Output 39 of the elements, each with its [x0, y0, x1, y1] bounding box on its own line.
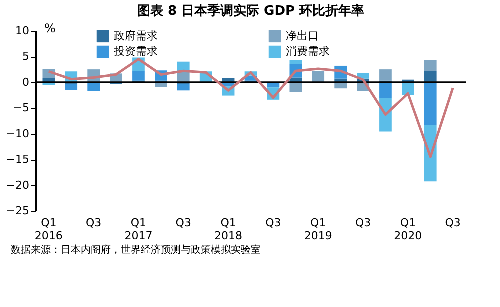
y-tick-label: 5: [22, 50, 30, 64]
y-tick-label: −25: [6, 204, 30, 218]
bar: [88, 82, 100, 92]
bar: [177, 84, 190, 91]
x-tick-label: Q3: [266, 216, 282, 230]
x-tick-label: Q1 2020: [394, 216, 422, 242]
chart-title: 图表 8 日本季调实际 GDP 环比折年率: [137, 3, 365, 19]
bar: [424, 71, 437, 82]
bar: [290, 60, 302, 64]
bar: [424, 82, 437, 126]
y-axis-title: %: [44, 22, 56, 36]
bar: [132, 71, 145, 81]
legend-label: 政府需求: [114, 29, 158, 42]
bar: [380, 82, 392, 98]
bar: [334, 82, 347, 89]
legend-label: 投资需求: [113, 45, 158, 58]
y-tick-label: −15: [6, 153, 30, 166]
bar: [424, 60, 437, 72]
x-tick-label: Q1 2018: [214, 216, 243, 242]
line-series: [48, 58, 454, 158]
x-tick-label: Q1 2016: [34, 216, 63, 242]
y-tick-label: −20: [6, 178, 30, 192]
y-tick-label: −10: [6, 127, 30, 140]
bar: [65, 84, 78, 90]
x-tick-label: Q3: [355, 216, 372, 230]
legend-label: 净出口: [286, 29, 319, 42]
x-tick-label: Q1 2017: [124, 216, 153, 242]
bar: [290, 82, 302, 92]
x-tick-label: Q3: [176, 216, 192, 230]
y-tick-label: 0: [22, 76, 30, 89]
bar: [312, 71, 325, 82]
bar: [380, 70, 392, 81]
y-tick-label: 10: [16, 24, 30, 38]
x-tick-label: Q3: [86, 216, 102, 230]
y-tick-label: −5: [13, 102, 30, 115]
x-tick-label: Q3: [445, 216, 461, 230]
legend-label: 消费需求: [286, 45, 330, 58]
source-note: 数据来源：日本内阁府，世界经济预测与政策模拟实验室: [11, 244, 261, 256]
x-tick-label: Q1 2019: [304, 216, 332, 242]
